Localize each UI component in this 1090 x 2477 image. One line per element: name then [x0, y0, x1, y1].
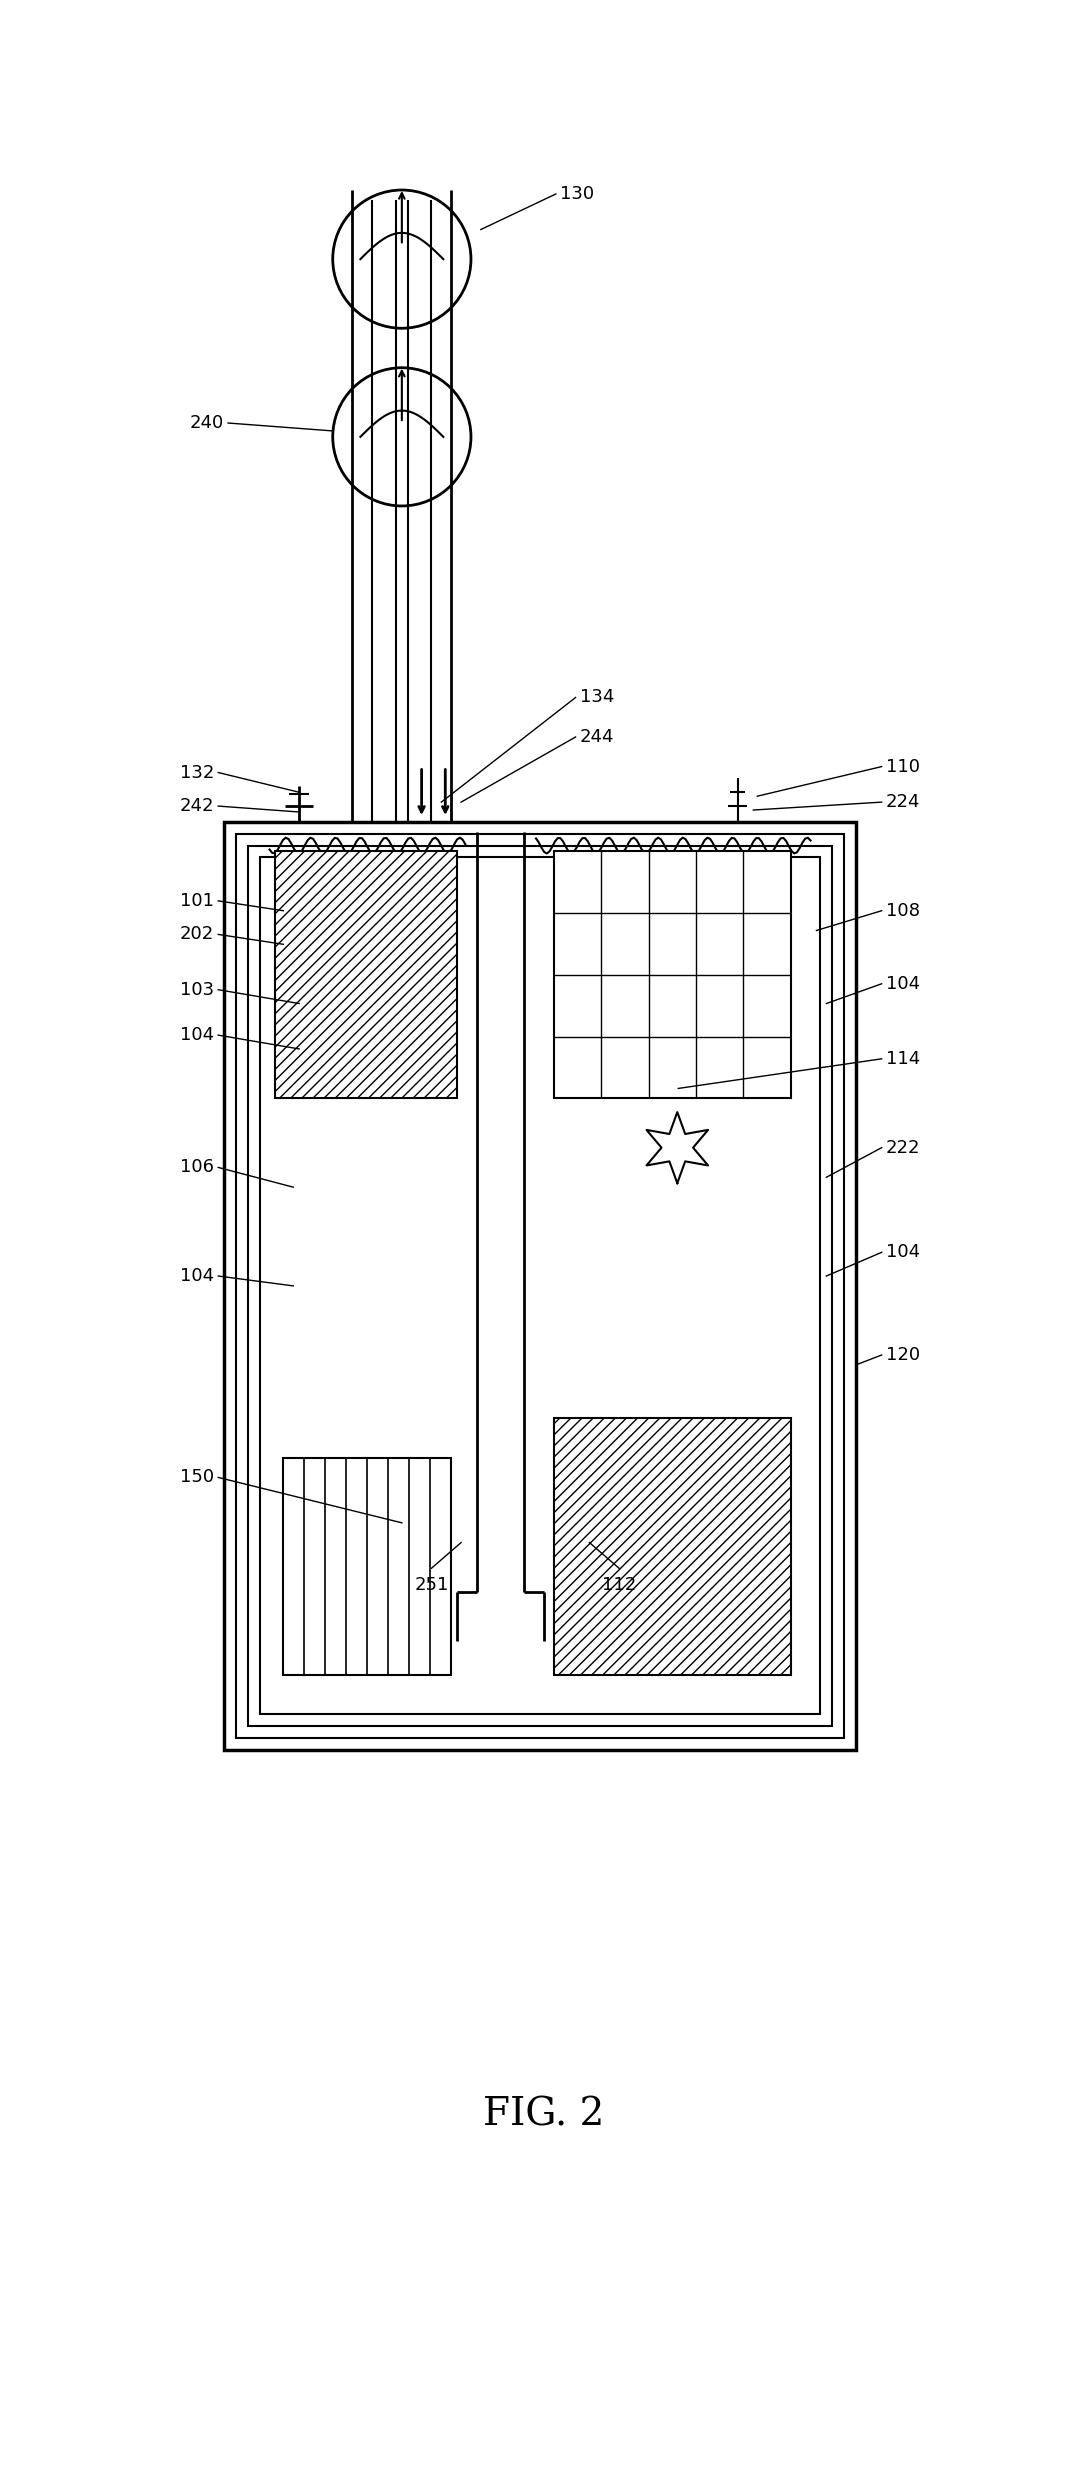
Text: 114: 114	[885, 1050, 920, 1068]
Text: 104: 104	[885, 1243, 920, 1261]
Bar	[276, 852, 457, 1097]
Text: 108: 108	[885, 902, 920, 919]
Text: 110: 110	[885, 758, 920, 775]
Bar	[283, 1456, 451, 1674]
Text: 244: 244	[580, 728, 614, 746]
Bar	[259, 857, 821, 1714]
Text: 101: 101	[180, 892, 215, 909]
Bar	[247, 845, 833, 1726]
Text: 106: 106	[180, 1159, 215, 1177]
Text: 134: 134	[580, 689, 614, 706]
Text: 150: 150	[180, 1469, 215, 1486]
Text: 103: 103	[180, 981, 215, 998]
Text: 251: 251	[414, 1575, 449, 1595]
Bar	[225, 822, 856, 1749]
Text: 224: 224	[885, 793, 920, 810]
Text: 112: 112	[602, 1575, 637, 1595]
Text: 222: 222	[885, 1139, 920, 1157]
Text: 104: 104	[885, 976, 920, 993]
Text: 104: 104	[180, 1268, 215, 1286]
Text: FIG. 2: FIG. 2	[483, 2096, 605, 2133]
Bar	[554, 852, 791, 1097]
Text: 240: 240	[190, 414, 225, 431]
Text: 104: 104	[180, 1025, 215, 1045]
Text: 130: 130	[560, 186, 594, 203]
Bar	[237, 835, 844, 1739]
Text: 132: 132	[180, 763, 215, 783]
Text: 202: 202	[180, 926, 215, 944]
Bar	[554, 1419, 791, 1674]
Text: 242: 242	[180, 798, 215, 815]
Text: 120: 120	[885, 1345, 920, 1365]
